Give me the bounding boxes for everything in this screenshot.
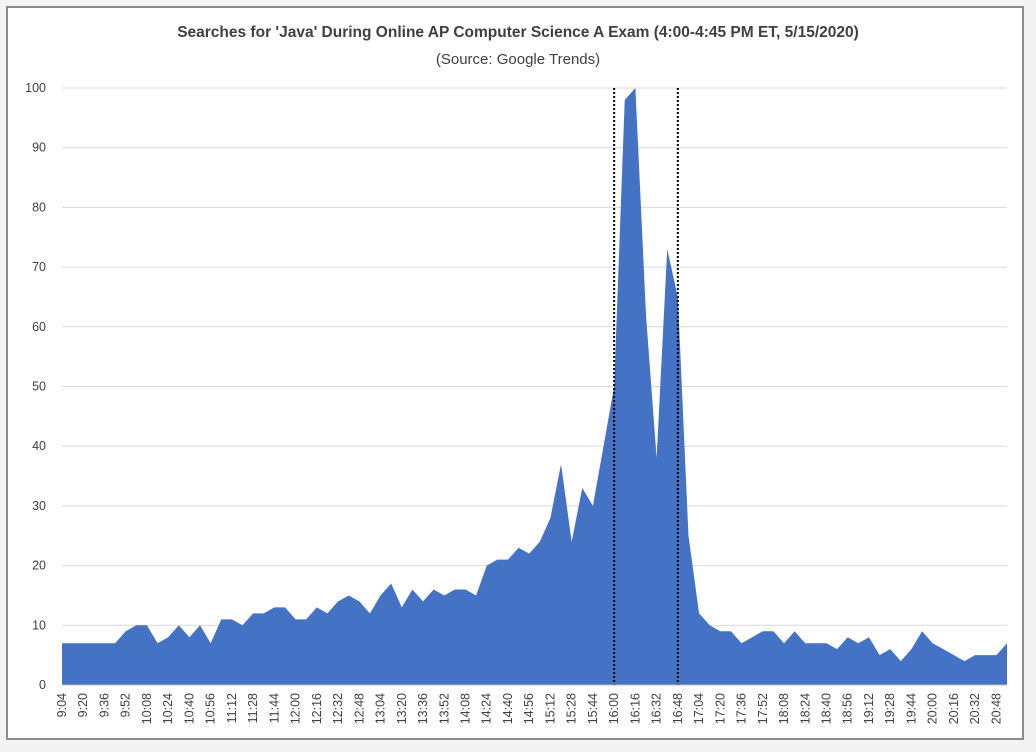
x-tick-label: 13:52: [437, 693, 451, 724]
x-tick-label: 16:48: [671, 693, 685, 724]
x-tick-label: 12:00: [289, 693, 303, 724]
chart-title: Searches for 'Java' During Online AP Com…: [177, 24, 859, 41]
x-tick-label: 19:28: [883, 693, 897, 724]
y-tick-label: 60: [32, 320, 46, 334]
x-tick-label: 12:32: [331, 693, 345, 724]
y-axis: 0 10 20 30 40 50 60 70 80 90 100: [25, 81, 46, 692]
x-tick-label: 20:32: [968, 693, 982, 724]
x-tick-label: 17:20: [713, 693, 727, 724]
x-tick-label: 10:40: [182, 693, 196, 724]
x-tick-label: 17:04: [692, 693, 706, 724]
x-tick-label: 20:00: [926, 693, 940, 724]
x-tick-label: 15:12: [543, 693, 557, 724]
plot-area: [62, 88, 1007, 685]
x-tick-label: 15:44: [586, 693, 600, 724]
x-tick-label: 18:56: [841, 693, 855, 724]
x-tick-label: 13:36: [416, 693, 430, 724]
x-tick-label: 19:12: [862, 693, 876, 724]
y-tick-label: 30: [32, 499, 46, 513]
y-tick-label: 0: [39, 678, 46, 692]
x-tick-label: 12:16: [310, 693, 324, 724]
y-tick-label: 10: [32, 618, 46, 632]
x-tick-label: 9:20: [76, 693, 90, 717]
x-tick-label: 16:16: [628, 693, 642, 724]
x-tick-label: 16:32: [650, 693, 664, 724]
exam-window-markers: [613, 88, 679, 685]
x-tick-label: 10:08: [140, 693, 154, 724]
x-tick-label: 17:52: [756, 693, 770, 724]
x-tick-label: 9:52: [119, 693, 133, 717]
x-tick-label: 18:08: [777, 693, 791, 724]
x-tick-label: 18:24: [798, 693, 812, 724]
x-tick-label: 12:48: [352, 693, 366, 724]
x-tick-label: 13:04: [374, 693, 388, 724]
x-tick-label: 20:48: [989, 693, 1003, 724]
x-tick-label: 14:56: [522, 693, 536, 724]
y-tick-label: 40: [32, 439, 46, 453]
y-tick-label: 90: [32, 141, 46, 155]
x-tick-label: 17:36: [735, 693, 749, 724]
y-tick-label: 100: [25, 81, 46, 95]
x-tick-label: 16:00: [607, 693, 621, 724]
x-tick-label: 19:44: [904, 693, 918, 724]
x-tick-label: 10:56: [204, 693, 218, 724]
x-tick-label: 15:28: [565, 693, 579, 724]
x-tick-label: 13:20: [395, 693, 409, 724]
chart-subtitle: (Source: Google Trends): [436, 51, 600, 68]
x-tick-label: 11:28: [246, 693, 260, 723]
x-tick-label: 14:08: [458, 693, 472, 724]
x-tick-label: 18:40: [819, 693, 833, 724]
x-tick-label: 14:24: [480, 693, 494, 724]
series-area: [62, 88, 1007, 685]
y-tick-label: 80: [32, 200, 46, 214]
x-tick-label: 9:36: [97, 693, 111, 717]
y-tick-label: 20: [32, 559, 46, 573]
x-tick-label: 10:24: [161, 693, 175, 724]
x-tick-label: 9:04: [55, 693, 69, 717]
x-tick-label: 11:12: [225, 693, 239, 723]
x-tick-label: 20:16: [947, 693, 961, 724]
y-tick-label: 70: [32, 260, 46, 274]
gridlines: [62, 87, 1007, 626]
x-tick-label: 14:40: [501, 693, 515, 724]
x-axis: 9:04 9:20 9:36 9:52 10:08 10:24 10:40 10:56 11:1…: [55, 684, 1007, 724]
y-tick-label: 50: [32, 380, 46, 394]
x-tick-label: 11:44: [267, 693, 281, 723]
